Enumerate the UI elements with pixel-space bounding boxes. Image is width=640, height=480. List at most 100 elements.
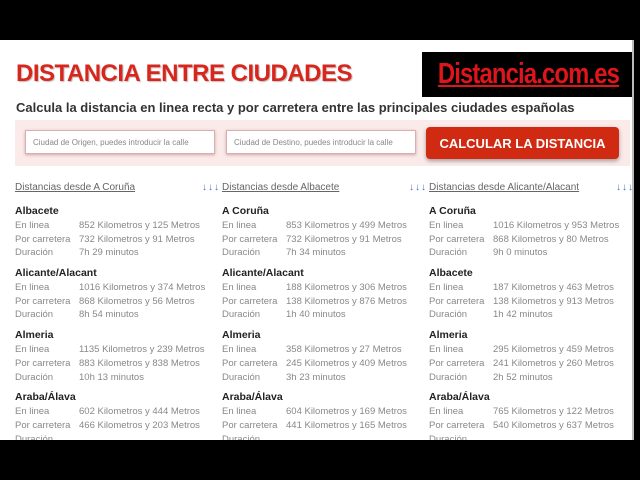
row-value: 853 Kilometros y 499 Metros <box>286 220 407 231</box>
distance-column: Distancias desde Alicante/Alacant ↓↓↓ A Co… <box>429 182 634 440</box>
row-label: En linea <box>15 282 50 294</box>
city-name: Almeria <box>15 329 54 342</box>
row-label: Por carretera <box>15 233 71 245</box>
column-header: Distancias desde Albacete ↓↓↓ <box>222 182 427 198</box>
row-label: En linea <box>222 220 257 231</box>
row-value: 188 Kilometros y 306 Metros <box>286 282 407 294</box>
row-label: Por carretera <box>222 357 278 369</box>
row-value: 868 Kilometros y 56 Metros <box>79 295 195 307</box>
distance-row: En linea 853 Kilometros y 499 Metros <box>222 219 427 233</box>
distance-row: En linea 295 Kilometros y 459 Metros <box>429 343 632 357</box>
distance-row: Por carretera 883 Kilometros y 838 Metros <box>15 357 220 371</box>
distance-row: En linea 187 Kilometros y 463 Metros <box>429 281 632 295</box>
row-label: Por carretera <box>429 233 485 245</box>
row-value: 883 Kilometros y 838 Metros <box>79 357 200 369</box>
distance-column: Distancias desde Albacete ↓↓↓ A Coruña En l… <box>222 182 427 440</box>
city-block: Araba/Álava En linea 604 Kilometros y 169 … <box>222 390 427 440</box>
distance-row: Duración 1h 40 minutos <box>222 308 427 322</box>
distance-row: Por carretera 732 Kilometros y 91 Metros <box>222 233 427 247</box>
origin-input[interactable] <box>25 130 215 154</box>
distance-row: Por carretera 732 Kilometros y 91 Metros <box>15 233 220 247</box>
distance-row: Duración 10h 13 minutos <box>15 371 220 385</box>
row-label: Por carretera <box>429 295 485 307</box>
distance-row: En linea 765 Kilometros y 122 Metros <box>429 405 632 419</box>
row-value: 604 Kilometros y 169 Metros <box>286 406 407 418</box>
row-value: 7h 34 minutos <box>286 247 346 259</box>
distance-row: Duración 9h 0 minutos <box>429 246 632 260</box>
row-label: Duración <box>222 371 261 383</box>
distance-row: En linea 602 Kilometros y 444 Metros <box>15 405 220 419</box>
row-label: En linea <box>222 344 257 356</box>
distance-row: En linea 188 Kilometros y 306 Metros <box>222 281 427 295</box>
distance-row: En linea 1135 Kilometros y 239 Metros <box>15 343 220 357</box>
row-label: Duración <box>429 433 468 440</box>
row-value: 765 Kilometros y 122 Metros <box>493 406 614 418</box>
arrow-down-icon[interactable]: ↓↓↓ <box>202 182 220 193</box>
distance-row: En linea 852 Kilometros y 125 Metros <box>15 219 220 233</box>
distance-row: Por carretera 241 Kilometros y 260 Metros <box>429 357 632 371</box>
distance-row: Duración <box>222 433 427 440</box>
city-name: Alicante/Alacant <box>222 267 304 280</box>
distance-row: En linea 358 Kilometros y 27 Metros <box>222 343 427 357</box>
row-value: 295 Kilometros y 459 Metros <box>493 344 614 356</box>
city-name: Almeria <box>429 329 468 342</box>
row-label: Por carretera <box>222 295 278 307</box>
distance-row: Duración 1h 42 minutos <box>429 308 632 322</box>
column-heading-link[interactable]: Distancias desde Alicante/Alacant <box>429 182 580 193</box>
row-value: 7h 29 minutos <box>79 247 139 259</box>
city-name: Araba/Álava <box>15 391 76 404</box>
search-form: CALCULAR LA DISTANCIA <box>15 120 630 166</box>
city-name: Alicante/Alacant <box>15 267 97 280</box>
row-label: Por carretera <box>429 357 485 369</box>
row-value: 2h 52 minutos <box>493 371 553 383</box>
distance-row: Duración 3h 23 minutos <box>222 371 427 385</box>
arrow-down-icon[interactable]: ↓↓↓ <box>616 182 634 193</box>
destination-input[interactable] <box>226 130 416 154</box>
logo[interactable]: Distancia.com.es <box>422 52 632 97</box>
row-value: 441 Kilometros y 165 Metros <box>286 419 407 431</box>
distance-row: Por carretera 868 Kilometros y 80 Metros <box>429 233 632 247</box>
distance-row: Por carretera 540 Kilometros y 637 Metros <box>429 419 632 433</box>
row-label: En linea <box>429 220 464 231</box>
row-label: Duración <box>15 371 54 383</box>
row-value: 852 Kilometros y 125 Metros <box>79 220 200 231</box>
distance-row: Duración 2h 52 minutos <box>429 371 632 385</box>
row-value: 138 Kilometros y 876 Metros <box>286 295 407 307</box>
arrow-down-icon[interactable]: ↓↓↓ <box>409 182 427 193</box>
row-label: En linea <box>222 406 257 418</box>
column-header: Distancias desde Alicante/Alacant ↓↓↓ <box>429 182 634 198</box>
column-heading-link[interactable]: Distancias desde A Coruña <box>15 182 136 193</box>
row-label: Por carretera <box>15 295 71 307</box>
city-block: Alicante/Alacant En linea 1016 Kilometros … <box>15 266 220 322</box>
city-name: A Coruña <box>222 205 269 217</box>
row-value: 466 Kilometros y 203 Metros <box>79 419 200 431</box>
distance-row: Por carretera 868 Kilometros y 56 Metros <box>15 295 220 309</box>
row-label: En linea <box>15 220 50 231</box>
calculate-button[interactable]: CALCULAR LA DISTANCIA <box>426 127 619 159</box>
city-block: Almeria En linea 1135 Kilometros y 239 Met… <box>15 328 220 384</box>
row-label: En linea <box>429 282 464 294</box>
row-value: 1h 40 minutos <box>286 309 346 321</box>
row-label: Duración <box>222 433 261 440</box>
row-label: Por carretera <box>429 419 485 431</box>
city-name: Araba/Álava <box>222 391 283 404</box>
distance-row: Duración <box>15 433 220 440</box>
row-label: Duración <box>15 247 54 259</box>
row-value: 732 Kilometros y 91 Metros <box>286 233 402 245</box>
row-value: 868 Kilometros y 80 Metros <box>493 233 609 245</box>
row-value: 1016 Kilometros y 953 Metros <box>493 220 620 231</box>
row-value: 602 Kilometros y 444 Metros <box>79 406 200 418</box>
row-label: En linea <box>429 344 464 356</box>
row-label: Duración <box>15 433 54 440</box>
distance-row: Por carretera 466 Kilometros y 203 Metros <box>15 419 220 433</box>
city-name: Almeria <box>222 329 261 342</box>
row-label: En linea <box>222 282 257 294</box>
row-label: Duración <box>222 247 261 259</box>
distance-row: Duración <box>429 433 632 440</box>
city-name: Araba/Álava <box>429 391 490 404</box>
city-block: Albacete En linea 187 Kilometros y 463 Met… <box>429 266 632 322</box>
subtitle: Calcula la distancia en linea recta y po… <box>16 100 575 115</box>
column-heading-link[interactable]: Distancias desde Albacete <box>222 182 340 193</box>
row-label: Por carretera <box>15 419 71 431</box>
row-label: Duración <box>429 371 468 383</box>
